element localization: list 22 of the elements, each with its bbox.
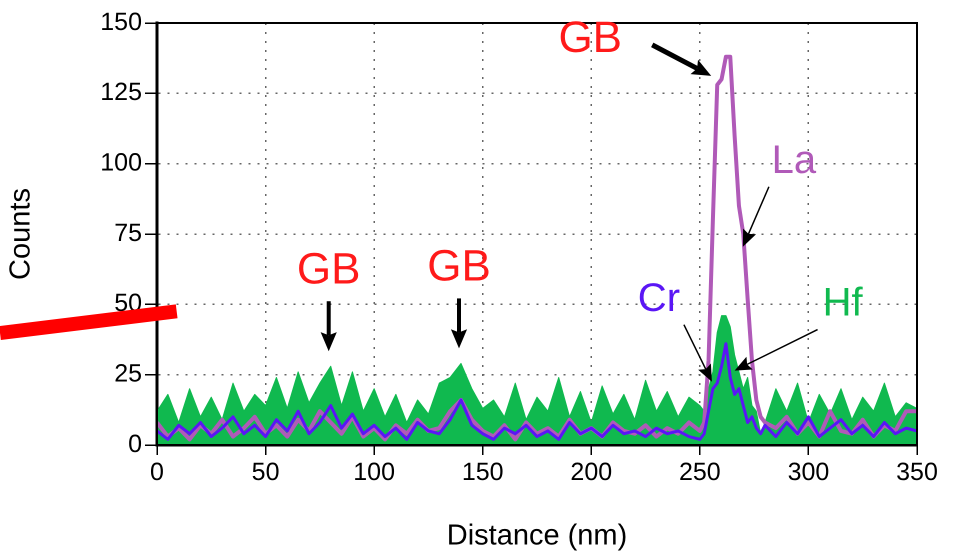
annotation: GB <box>296 244 361 294</box>
x-tick-label: 50 <box>252 458 280 486</box>
y-tick-label: 150 <box>100 8 142 36</box>
x-tick-label: 150 <box>462 458 504 486</box>
annotation: GB <box>427 242 491 291</box>
annotation: GB <box>558 13 622 62</box>
y-tick-label: 75 <box>114 218 142 247</box>
series-label: Hf <box>822 280 864 325</box>
series-label: Cr <box>638 276 680 320</box>
x-tick-label: 350 <box>896 458 938 486</box>
x-tick-label: 250 <box>679 458 721 486</box>
y-tick-label: 0 <box>128 430 142 458</box>
x-tick-label: 300 <box>788 458 830 486</box>
y-tick-label: 25 <box>114 360 142 388</box>
y-tick-label: 125 <box>100 78 142 106</box>
x-tick-label: 200 <box>570 458 612 486</box>
x-axis-title: Distance (nm) <box>446 520 628 552</box>
x-tick-label: 100 <box>353 458 395 486</box>
x-tick-label: 0 <box>150 458 164 486</box>
series-label: La <box>772 138 817 182</box>
y-axis-title: Counts <box>4 188 36 280</box>
y-tick-label: 100 <box>100 148 142 177</box>
